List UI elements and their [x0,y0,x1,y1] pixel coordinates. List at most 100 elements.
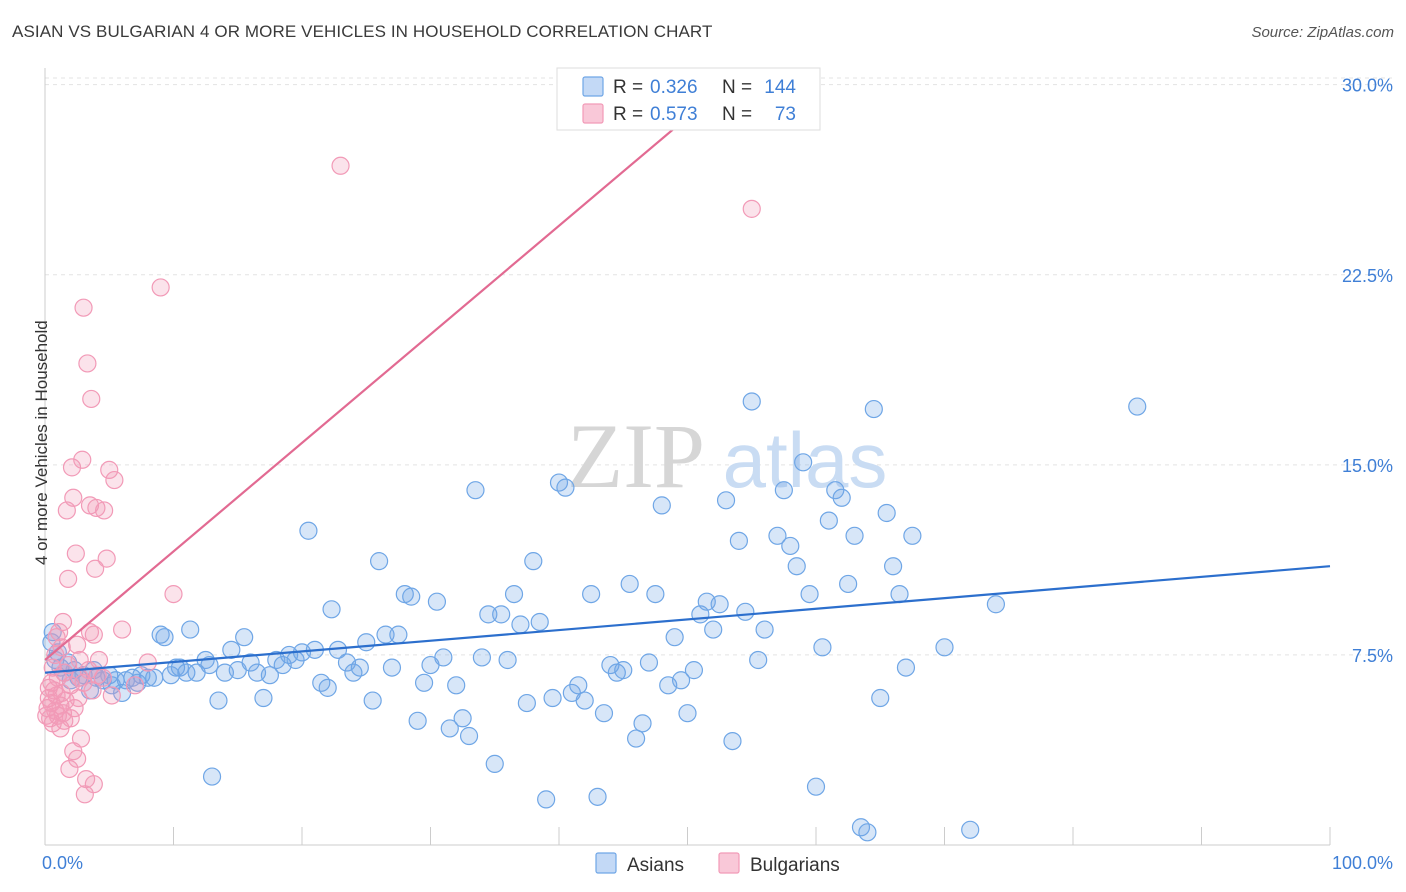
asian-point [736,602,755,621]
asian-point [472,648,491,667]
asian-point [427,592,447,611]
asian-point [504,584,524,604]
asian-point [890,584,909,604]
asian-point [530,612,549,632]
bulgarian-point [95,501,114,520]
bulgarian-point [105,470,124,490]
source-note: Source: ZipAtlas.com [1251,24,1394,41]
bulgarian-point [102,686,121,705]
asian-point [749,650,768,670]
asian-point [633,714,652,733]
x-tick-label-min: 0.0% [42,853,83,873]
bulgarian-point [74,298,93,317]
bulgarian-point [70,668,89,687]
asian-point [871,688,890,708]
asian-point [459,726,479,746]
bulgarian-point [82,389,101,409]
bulgarian-point [86,559,105,578]
asian-point [639,653,659,672]
asian-point [447,676,466,695]
asian-point [498,650,517,670]
asian-point [858,823,877,842]
asian-point [883,557,903,576]
bulgarian-point [97,549,116,568]
legend-n-label-bulgarians: N = [722,104,752,125]
asian-point [787,557,806,576]
asian-point [357,633,376,652]
asian-point [322,600,341,619]
bulgarian-point [164,584,183,604]
asian-point [755,620,774,639]
bulgarian-point [93,668,112,687]
legend-bottom: Asians Bulgarians [595,852,840,876]
asian-point [896,658,916,677]
legend-bottom-swatch-asians [595,852,617,874]
asian-point [440,719,459,738]
asian-point [155,628,174,647]
asian-point [260,666,279,685]
asian-point [826,481,845,500]
bulgarian-point [65,699,84,718]
asian-point [453,709,472,728]
asian-point [704,620,723,639]
asian-point [903,526,922,545]
asian-point [181,620,200,639]
asian-point [832,488,851,507]
bulgarian-point [125,676,145,695]
bulgarian-point [64,488,83,507]
asian-point [235,628,254,647]
asian-point [620,574,639,594]
asian-point [537,790,556,809]
asian-point [363,691,382,710]
asian-point [408,711,427,730]
asian-point [209,691,228,710]
asian-point [370,552,389,571]
legend-bottom-swatch-bulgarians [718,852,740,874]
legend-n-value-bulgarians: 73 [775,104,796,125]
legend-bottom-label-asians: Asians [627,855,684,876]
asian-point [511,615,530,634]
legend-r-label-bulgarians: R = [613,104,643,125]
asian-point [202,767,222,786]
bulgarian-point [112,620,132,639]
axes-layer [44,68,1331,846]
bulgarian-point [60,759,79,779]
legend-r-value-bulgarians: 0.573 [650,104,698,125]
bulgarian-point [100,460,119,480]
bulgarian-point [46,645,65,665]
watermark-zip: ZIP [567,405,705,507]
asian-trend-line [44,565,1331,674]
asian-point [1128,397,1147,416]
asian-point [845,526,864,545]
bulgarian-point [71,729,91,748]
asian-point [877,503,896,523]
asian-point [729,531,749,550]
bulgarian-point [151,278,170,297]
asian-point [222,640,241,659]
asian-point [839,574,858,594]
asian-point [414,673,434,692]
asian-point [517,693,536,713]
asian-point [492,605,511,624]
legend-swatch-asians [582,76,604,97]
asian-point [614,661,633,680]
watermark-atlas: atlas [723,416,888,504]
asian-point [678,704,697,723]
legend-r-label-asians: R = [613,77,643,98]
asian-point [819,511,838,530]
bulgarian-point [70,650,89,670]
asian-point [594,704,614,723]
asian-point [582,584,601,604]
tick-labels: 7.5% 15.0% 22.5% 30.0% 0.0% 100.0% [42,76,1393,873]
bulgarian-point [47,628,66,647]
legend-n-label-asians: N = [722,77,752,98]
bulgarian-point [66,544,85,563]
asian-point [864,399,883,419]
asian-point [376,625,395,644]
bulgarian-point [62,458,82,477]
legend-n-value-asians: 144 [764,77,796,98]
asian-point [382,658,402,677]
legend-r-value-asians: 0.326 [650,77,698,98]
series-bulgarians [37,156,761,804]
asian-point [479,605,498,624]
